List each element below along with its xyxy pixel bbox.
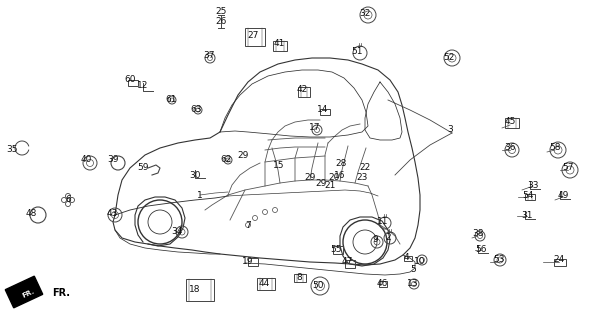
Text: 6: 6 <box>65 196 71 204</box>
Text: 8: 8 <box>296 273 302 282</box>
Text: 39: 39 <box>107 156 119 164</box>
Bar <box>404 255 412 260</box>
Text: 36: 36 <box>504 143 516 153</box>
Text: 61: 61 <box>165 95 177 105</box>
Text: 40: 40 <box>81 156 92 164</box>
Text: 16: 16 <box>334 171 346 180</box>
Text: 34: 34 <box>171 228 183 236</box>
Text: 29: 29 <box>304 173 316 182</box>
Text: 46: 46 <box>376 278 388 287</box>
Bar <box>257 278 275 290</box>
Bar <box>273 41 287 51</box>
Text: 59: 59 <box>137 164 149 172</box>
Bar <box>248 258 258 266</box>
Text: 23: 23 <box>356 172 368 181</box>
Text: 32: 32 <box>359 9 371 18</box>
Text: 25: 25 <box>215 7 227 17</box>
Text: 41: 41 <box>273 39 285 49</box>
Text: 56: 56 <box>475 244 487 253</box>
Text: 4: 4 <box>403 253 409 262</box>
Text: 28: 28 <box>335 158 347 167</box>
Bar <box>245 28 265 46</box>
Text: 11: 11 <box>377 218 389 227</box>
Text: 30: 30 <box>189 171 201 180</box>
Text: 5: 5 <box>410 266 416 275</box>
Text: 63: 63 <box>191 106 202 115</box>
Bar <box>186 279 214 301</box>
Bar <box>505 118 519 128</box>
Text: 19: 19 <box>242 258 254 267</box>
Text: 47: 47 <box>341 258 353 267</box>
Text: 43: 43 <box>106 209 118 218</box>
Bar <box>128 80 138 86</box>
Bar <box>333 246 343 254</box>
Text: 52: 52 <box>444 52 455 61</box>
Text: 29: 29 <box>316 180 327 188</box>
Text: 44: 44 <box>258 278 270 287</box>
Text: 21: 21 <box>325 181 336 190</box>
Text: FR.: FR. <box>21 288 35 299</box>
Bar <box>298 87 310 97</box>
Bar <box>5 276 43 308</box>
Text: 24: 24 <box>554 255 564 265</box>
Text: 17: 17 <box>310 124 321 132</box>
Bar <box>379 281 387 287</box>
Text: 58: 58 <box>549 143 561 153</box>
Text: 13: 13 <box>407 278 419 287</box>
Text: 14: 14 <box>317 106 329 115</box>
Text: 29: 29 <box>237 150 249 159</box>
Text: 15: 15 <box>273 161 285 170</box>
Text: 42: 42 <box>296 84 308 93</box>
Text: 35: 35 <box>6 146 18 155</box>
Text: 22: 22 <box>359 163 371 172</box>
Text: 38: 38 <box>472 229 484 238</box>
Text: 9: 9 <box>372 236 378 244</box>
Text: 45: 45 <box>504 117 516 126</box>
Text: FR.: FR. <box>52 288 70 298</box>
Text: 7: 7 <box>245 220 251 229</box>
Text: 12: 12 <box>137 81 148 90</box>
Text: 1: 1 <box>197 190 203 199</box>
Text: 55: 55 <box>331 244 342 253</box>
Text: 3: 3 <box>447 125 453 134</box>
Text: 10: 10 <box>414 257 426 266</box>
Bar <box>345 260 355 268</box>
Text: 62: 62 <box>221 156 232 164</box>
Text: 26: 26 <box>215 18 227 27</box>
Text: 53: 53 <box>493 255 505 265</box>
Text: 50: 50 <box>313 281 324 290</box>
Text: 33: 33 <box>527 180 538 189</box>
Text: 51: 51 <box>351 46 363 55</box>
Text: 31: 31 <box>521 211 532 220</box>
Text: 18: 18 <box>189 284 201 293</box>
Text: 49: 49 <box>557 190 569 199</box>
Bar <box>320 109 330 115</box>
Text: 57: 57 <box>563 164 574 172</box>
Text: 20: 20 <box>328 172 340 181</box>
Text: 48: 48 <box>25 209 37 218</box>
Bar <box>554 259 566 266</box>
Text: 54: 54 <box>522 190 534 199</box>
Text: 2: 2 <box>385 233 391 242</box>
Text: 37: 37 <box>203 51 215 60</box>
Text: 60: 60 <box>124 76 136 84</box>
Text: 27: 27 <box>248 30 258 39</box>
Bar <box>525 194 535 200</box>
Bar <box>294 274 306 282</box>
